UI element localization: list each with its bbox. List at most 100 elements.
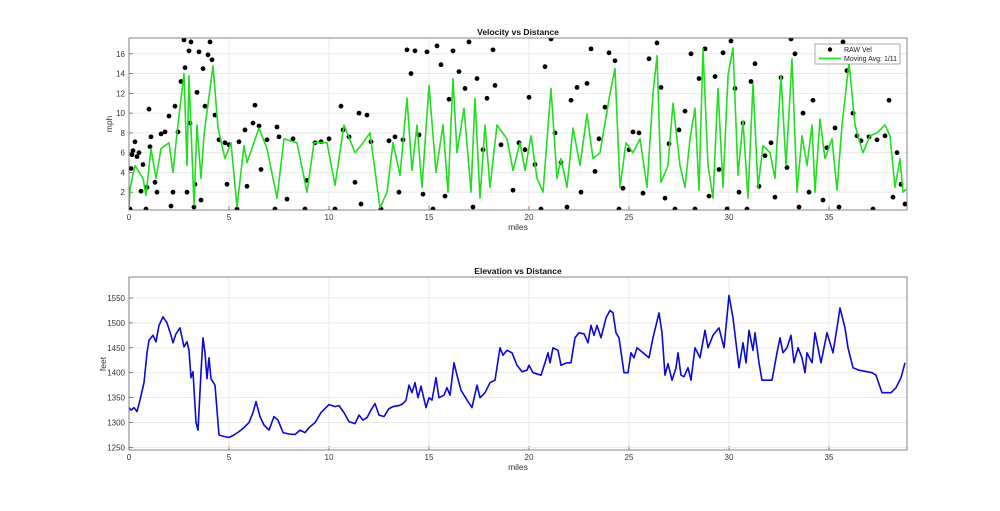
raw-velocity-point [242,127,248,133]
raw-velocity-point [870,206,876,210]
raw-velocity-point [356,110,362,116]
raw-velocity-point [162,129,168,135]
raw-velocity-point [886,97,892,103]
raw-velocity-point [612,58,618,64]
raw-velocity-point [588,46,594,52]
raw-velocity-point [326,136,332,142]
raw-velocity-point [640,190,646,196]
plot-area: 0 5 10 15 20 25 30 35 2 4 6 8 10 12 14 16 [116,37,908,222]
raw-velocity-point [200,66,206,72]
raw-velocity-point [752,61,758,67]
legend-marker-raw [827,47,833,52]
legend: RAW Vel Moving Avg: 1/11 [814,43,901,65]
raw-velocity-point [462,86,468,91]
x-tick-label: 30 [725,213,734,222]
x-tick-label: 25 [625,213,634,222]
y-tick-label: 1550 [107,294,125,303]
raw-velocity-point [470,204,476,210]
raw-velocity-point [810,97,816,103]
y-tick-label: 12 [116,89,125,98]
raw-velocity-point [264,137,270,143]
y-tick-label: 14 [116,70,125,79]
raw-velocity-point [484,95,490,101]
raw-velocity-point [434,43,440,49]
raw-velocity-point [138,188,144,194]
raw-velocity-point [129,166,134,171]
raw-velocity-point [143,206,149,210]
raw-velocity-point [154,189,160,195]
raw-velocity-point [442,193,448,199]
raw-velocity-point [596,136,602,142]
y-tick-label: 1500 [107,319,125,328]
raw-velocity-point [620,185,626,191]
raw-velocity-point [716,167,722,172]
x-tick-label: 30 [725,453,734,462]
raw-velocity-point [692,206,698,210]
raw-velocity-point [578,189,584,195]
raw-velocity-point [338,103,344,109]
plot-background [129,277,907,450]
raw-velocity-point [166,113,172,119]
elevation-chart-title: Elevation vs Distance [474,266,562,276]
raw-velocity-point [290,136,296,142]
raw-velocity-point [450,48,456,54]
raw-velocity-point [636,130,642,136]
velocity-axes: 0 5 10 15 20 25 30 35 2 4 6 8 10 12 14 16 Velocity vs D… [104,27,908,232]
x-tick-label: 20 [525,453,534,462]
raw-velocity-point [430,206,436,210]
raw-velocity-point [129,206,133,210]
raw-velocity-point [564,204,570,210]
raw-velocity-point [332,206,338,210]
raw-velocity-point [170,189,176,195]
raw-velocity-point [466,39,472,45]
raw-velocity-point [140,162,146,167]
raw-velocity-point [832,125,838,131]
plot-marks [129,38,907,210]
axes-box [128,37,908,211]
raw-velocity-point [820,197,826,203]
raw-velocity-point [662,195,668,201]
raw-velocity-point [424,49,430,55]
raw-velocity-point [474,76,480,81]
raw-velocity-point [836,204,842,210]
raw-velocity-point [606,50,612,56]
raw-velocity-point [158,131,164,137]
raw-velocity-point [874,137,880,143]
moving-average-line [129,47,907,209]
raw-velocity-point [182,65,188,71]
y-tick-label: 1300 [107,419,125,428]
raw-velocity-point [276,134,282,140]
raw-velocity-point [207,39,213,45]
raw-velocity-point [252,102,258,108]
raw-velocity-point [688,51,694,57]
raw-velocity-point [136,150,142,156]
y-tick-label: 2 [121,188,126,197]
x-tick-label: 10 [325,453,334,462]
raw-velocity-point [800,110,806,116]
plot-marks [129,294,906,439]
velocity-y-axis-label: mph [104,115,114,132]
raw-velocity-point [672,206,678,210]
raw-velocity-point [412,48,418,54]
raw-velocity-point [568,97,574,103]
x-tick-label: 25 [625,453,634,462]
raw-velocity-point [272,206,278,210]
raw-velocity-point [198,197,204,203]
raw-velocity-point [712,74,718,79]
raw-velocity-point [134,154,140,160]
raw-velocity-point [191,204,197,210]
raw-velocity-point [152,179,158,185]
raw-velocity-point [258,167,264,172]
raw-velocity-point [882,133,888,139]
raw-velocity-point [542,64,548,70]
raw-velocity-point [234,206,240,210]
raw-velocity-point [202,103,208,109]
raw-velocity-point [658,85,664,90]
raw-velocity-point [772,194,778,200]
axes-box [128,276,908,451]
raw-velocity-point [456,69,462,75]
y-tick-label: 1400 [107,369,125,378]
raw-velocity-point [490,47,496,53]
raw-velocity-point [236,139,242,145]
